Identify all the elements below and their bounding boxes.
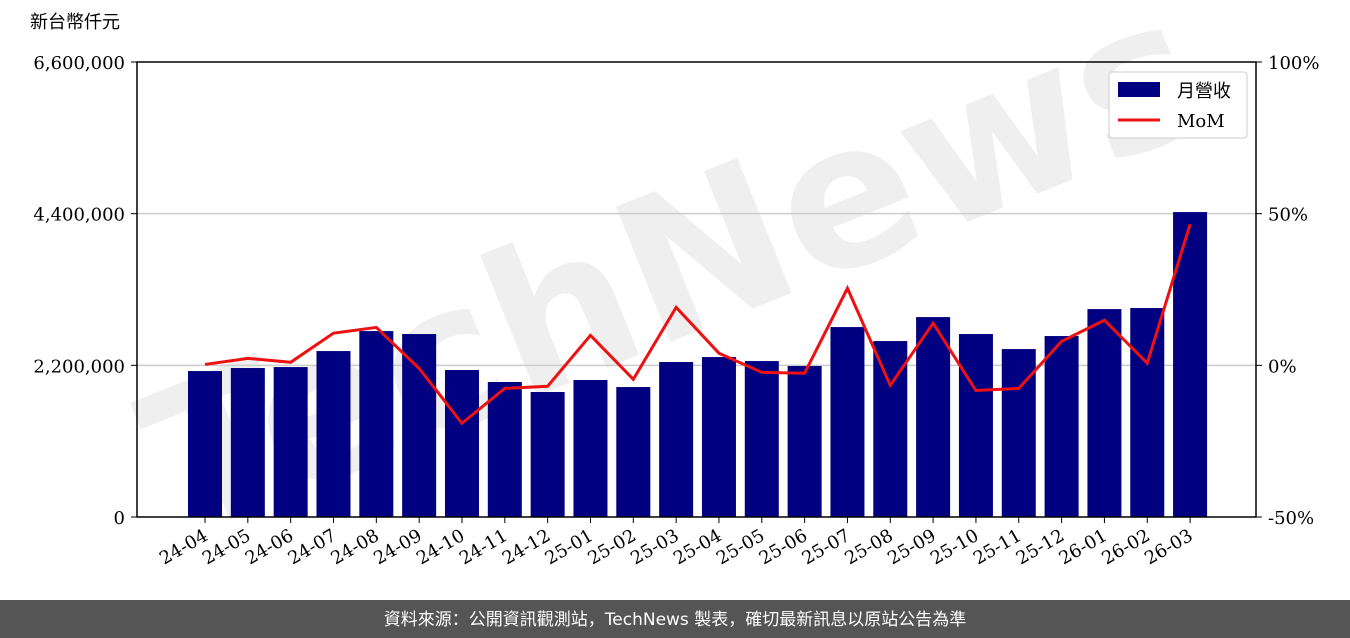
x-tick-label: 25-09 — [884, 525, 939, 569]
footer: 資料來源：公開資訊觀測站，TechNews 製表，確切最新訊息以原站公告為準 — [384, 610, 966, 630]
y-tick-label: 6,600,000 — [33, 53, 125, 74]
legend-label: 月營收 — [1177, 81, 1231, 102]
y2-tick-label: 100% — [1268, 53, 1319, 74]
y-axis-label: 新台幣仟元 — [30, 12, 120, 33]
x-tick-label: 25-11 — [970, 525, 1025, 569]
bar — [573, 380, 608, 517]
bar — [787, 366, 822, 517]
y-tick-label: 4,400,000 — [33, 205, 125, 226]
x-tick-label: 24-10 — [413, 525, 468, 569]
y2-tick-label: -50% — [1268, 508, 1314, 529]
bar — [402, 334, 437, 517]
bar — [487, 382, 522, 517]
x-tick-label: 24-11 — [456, 525, 511, 569]
bar — [316, 351, 351, 517]
x-tick-label: 24-12 — [499, 525, 554, 569]
bar — [744, 361, 779, 517]
x-tick-label: 26-01 — [1055, 525, 1110, 569]
x-tick-label: 25-12 — [1013, 525, 1068, 569]
x-tick-label: 25-05 — [713, 525, 768, 569]
mom-line — [204, 223, 1192, 426]
y-tick-label: 2,200,000 — [33, 356, 125, 377]
bar — [701, 357, 736, 517]
x-tick-label: 24-08 — [327, 525, 382, 569]
bar — [616, 387, 651, 517]
legend-swatch — [1118, 82, 1160, 97]
bar — [273, 367, 308, 517]
x-tick-label: 25-07 — [799, 525, 854, 569]
bar — [1087, 309, 1122, 517]
y2-tick-label: 50% — [1268, 205, 1308, 226]
bar — [659, 362, 694, 517]
bar — [1044, 336, 1079, 517]
x-tick-label: 25-01 — [542, 525, 597, 569]
x-tick-label: 25-03 — [627, 525, 682, 569]
x-tick-label: 25-06 — [756, 525, 811, 569]
bar — [444, 370, 479, 517]
bar — [230, 368, 265, 517]
legend-label: MoM — [1177, 111, 1225, 132]
x-tick-label: 26-03 — [1141, 525, 1196, 569]
bar — [188, 371, 222, 517]
x-tick-label: 25-04 — [670, 525, 725, 569]
x-tick-label: 25-10 — [927, 525, 982, 569]
bar — [916, 317, 951, 517]
x-tick-label: 25-08 — [841, 525, 896, 569]
x-tick-label: 25-02 — [584, 525, 639, 569]
bar — [359, 331, 394, 517]
y2-tick-label: 0% — [1268, 356, 1297, 377]
footer-bar — [0, 600, 1350, 638]
bar — [530, 392, 565, 517]
bar — [958, 334, 993, 517]
y-tick-label: 0 — [114, 508, 125, 529]
bar — [1130, 308, 1165, 517]
x-tick-label: 26-02 — [1098, 525, 1153, 569]
bar — [830, 327, 865, 517]
plot-frame — [136, 61, 1257, 518]
x-tick-label: 24-09 — [370, 525, 425, 569]
